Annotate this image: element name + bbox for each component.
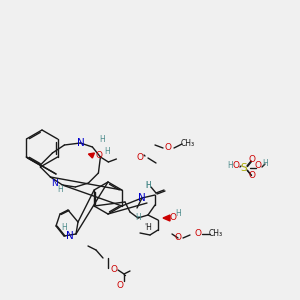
Text: H: H — [227, 161, 233, 170]
Polygon shape — [88, 153, 94, 158]
Text: O: O — [248, 170, 256, 179]
Text: H: H — [262, 158, 268, 167]
Text: H: H — [175, 208, 181, 217]
Polygon shape — [163, 215, 170, 221]
Text: 'H: 'H — [144, 224, 152, 232]
Text: O: O — [136, 154, 143, 163]
Text: H: H — [61, 223, 67, 232]
Text: H: H — [145, 181, 151, 190]
Text: N: N — [66, 231, 74, 241]
Text: H: H — [100, 134, 105, 143]
Text: H: H — [145, 181, 151, 190]
Text: O: O — [254, 161, 262, 170]
Text: O: O — [116, 280, 124, 290]
Text: O: O — [232, 161, 239, 170]
Text: O: O — [169, 214, 176, 223]
Text: O: O — [110, 266, 118, 274]
Text: N: N — [138, 193, 146, 203]
Text: N: N — [51, 179, 57, 188]
Text: O: O — [194, 230, 202, 238]
Text: CH₃: CH₃ — [181, 140, 195, 148]
Text: H: H — [104, 146, 110, 155]
Text: H: H — [57, 184, 63, 194]
Text: O: O — [96, 151, 103, 160]
Text: CH₃: CH₃ — [209, 230, 223, 238]
Text: O: O — [164, 143, 172, 152]
Text: S: S — [241, 163, 247, 173]
Text: N: N — [76, 138, 84, 148]
Text: O: O — [248, 155, 256, 164]
Text: H: H — [135, 214, 141, 223]
Text: O: O — [175, 233, 182, 242]
